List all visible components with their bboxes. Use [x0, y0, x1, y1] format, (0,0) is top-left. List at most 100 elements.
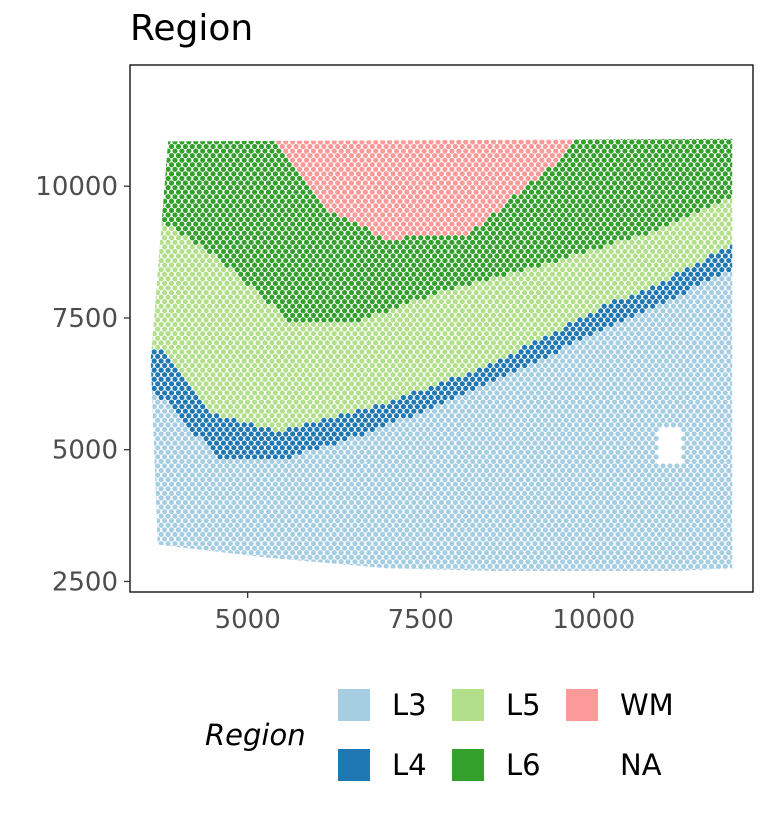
spot-point-l5: [466, 362, 472, 369]
spot-point-l3: [611, 536, 618, 542]
spot-point-l3: [726, 312, 732, 318]
spot-point-l3: [421, 413, 427, 419]
spot-point-l6: [290, 303, 296, 309]
spot-point-l3: [172, 477, 178, 483]
spot-point-l3: [362, 508, 368, 515]
spot-point-l3: [629, 440, 635, 446]
spot-point-l5: [338, 367, 344, 373]
spot-point-l5: [338, 349, 344, 355]
spot-point-l3: [386, 477, 393, 483]
spot-point-l4: [227, 431, 233, 437]
spot-point-l3: [518, 413, 524, 419]
spot-point-l3: [674, 518, 680, 524]
spot-point-l3: [656, 522, 663, 528]
spot-point-l3: [629, 331, 635, 337]
spot-point-l3: [712, 504, 718, 510]
spot-point-l3: [632, 563, 638, 569]
spot-point-l5: [217, 390, 223, 396]
spot-point-l3: [546, 431, 552, 437]
spot-point-l4: [501, 372, 507, 378]
spot-point-l3: [508, 417, 514, 423]
spot-point-l3: [674, 372, 680, 378]
spot-point-l3: [622, 367, 628, 373]
spot-point-l3: [310, 540, 317, 547]
spot-point-l5: [328, 353, 334, 360]
spot-point-l6: [393, 303, 400, 309]
spot-point-l3: [452, 545, 458, 551]
spot-point-l3: [715, 527, 721, 533]
spot-point-l3: [310, 559, 317, 565]
spot-point-l5: [145, 322, 150, 327]
spot-point-l5: [258, 308, 265, 314]
spot-point-l3: [684, 568, 690, 571]
spot-point-l3: [681, 317, 687, 323]
spot-point-l3: [300, 490, 306, 496]
spot-point-l3: [150, 554, 154, 560]
spot-point-l3: [681, 390, 687, 396]
spot-point-l3: [452, 518, 458, 524]
spot-point-l3: [646, 454, 652, 460]
spot-point-l3: [490, 422, 497, 428]
spot-point-l3: [269, 550, 275, 556]
spot-point-l3: [622, 477, 628, 483]
spot-point-l3: [508, 372, 514, 378]
spot-point-l5: [179, 340, 185, 346]
spot-point-l3: [629, 431, 635, 437]
spot-point-l5: [272, 426, 278, 433]
spot-point-l3: [549, 362, 555, 369]
spot-point-l3: [546, 376, 552, 382]
spot-point-l3: [726, 513, 732, 519]
spot-point-l3: [407, 568, 413, 571]
spot-point-l5: [210, 317, 216, 323]
spot-point-l4: [587, 312, 593, 318]
spot-point-l3: [605, 335, 611, 341]
spot-point-l3: [348, 563, 355, 569]
spot-point-l3: [549, 399, 555, 405]
spot-point-l3: [639, 445, 645, 451]
spot-point-l3: [494, 417, 500, 423]
spot-point-l3: [622, 404, 628, 410]
spot-point-l3: [646, 463, 652, 469]
spot-point-l4: [210, 426, 216, 433]
spot-point-l3: [719, 531, 725, 538]
spot-point-l3: [636, 376, 642, 382]
spot-point-l3: [456, 477, 462, 483]
spot-point-l5: [279, 317, 285, 323]
spot-point-l5: [508, 344, 514, 350]
spot-point-l3: [445, 399, 452, 405]
spot-point-l3: [380, 477, 386, 483]
spot-point-l3: [629, 504, 635, 510]
spot-point-l3: [355, 454, 362, 460]
spot-point-l3: [705, 504, 711, 510]
spot-point-l3: [466, 417, 472, 423]
spot-point-l3: [376, 545, 382, 551]
spot-point-l5: [525, 321, 531, 328]
spot-point-l3: [224, 508, 230, 515]
spot-point-l3: [480, 527, 486, 533]
spot-point-l5: [549, 308, 555, 314]
spot-point-l5: [234, 358, 240, 364]
spot-point-l3: [580, 340, 587, 346]
spot-point-l3: [393, 486, 400, 492]
spot-point-l5: [348, 326, 355, 332]
spot-point-l3: [549, 454, 555, 460]
spot-point-l4: [255, 431, 261, 437]
spot-point-l3: [200, 467, 206, 474]
spot-point-l4: [224, 445, 230, 451]
spot-point-l3: [729, 317, 733, 323]
spot-point-l3: [580, 376, 587, 382]
spot-point-l3: [570, 536, 576, 542]
spot-point-l5: [328, 335, 334, 341]
spot-point-l3: [587, 431, 593, 437]
spot-point-l3: [366, 513, 372, 519]
spot-point-l3: [155, 454, 161, 460]
spot-point-l4: [338, 413, 344, 419]
spot-point-l5: [463, 303, 469, 309]
spot-point-l3: [553, 477, 559, 483]
spot-point-l5: [286, 417, 292, 423]
spot-point-l4: [265, 445, 272, 451]
spot-point-l5: [234, 303, 240, 309]
spot-point-l5: [245, 344, 251, 350]
spot-point-l3: [622, 358, 628, 364]
spot-point-l5: [463, 367, 469, 373]
